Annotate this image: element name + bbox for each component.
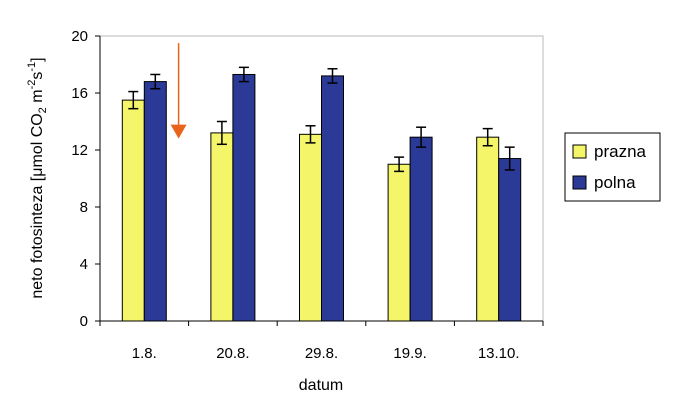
- y-axis-title-part: neto fotosinteza [μmol CO: [29, 113, 46, 298]
- y-axis-title-part: m: [29, 89, 46, 107]
- x-tick-label: 19.9.: [393, 345, 426, 362]
- x-tick-label: 29.8.: [305, 345, 338, 362]
- legend-swatch-polna: [572, 175, 587, 190]
- y-axis-title-sup: -1: [26, 62, 38, 72]
- bar-polna: [321, 75, 344, 322]
- x-ticks: 1.8. 20.8. 29.8. 19.9. 13.10.: [99, 321, 544, 362]
- bars: [121, 66, 522, 322]
- y-tick-label: 20: [71, 28, 88, 45]
- y-axis-title-sup: -2: [26, 80, 38, 90]
- x-tick-label: 20.8.: [216, 345, 249, 362]
- bar-prazna: [299, 133, 322, 322]
- bar-polna: [143, 81, 167, 322]
- x-axis-title: datum: [299, 377, 343, 394]
- y-tick-label: 16: [71, 85, 88, 102]
- y-axis-title: neto fotosinteza [μmol CO2 m-2s-1]: [26, 57, 49, 298]
- bar-prazna: [121, 99, 145, 322]
- y-tick-label: 12: [71, 142, 88, 159]
- y-ticks: 0 4 8 12 16 20: [71, 28, 100, 330]
- y-axis-title-sub: 2: [37, 107, 49, 113]
- legend-swatch-prazna: [572, 144, 587, 159]
- bar-prazna: [387, 163, 411, 322]
- bar-polna: [232, 73, 256, 322]
- x-tick-label: 1.8.: [132, 345, 157, 362]
- y-tick-label: 8: [80, 199, 88, 216]
- bar-prazna: [476, 136, 500, 322]
- x-tick-label: 13.10.: [478, 345, 520, 362]
- bar-polna: [498, 158, 522, 322]
- legend-label-prazna: prazna: [594, 142, 647, 161]
- bar-prazna: [210, 132, 234, 322]
- y-axis-title-part: s: [29, 72, 46, 80]
- legend-label-polna: polna: [594, 173, 636, 192]
- arrow-head: [170, 124, 187, 139]
- y-tick-label: 0: [80, 313, 88, 330]
- y-axis-title-part: ]: [29, 57, 46, 61]
- bar-polna: [409, 136, 433, 322]
- legend-box: [564, 132, 661, 202]
- y-tick-label: 4: [80, 256, 88, 273]
- annotation-arrow: [170, 43, 187, 139]
- legend: prazna polna: [564, 132, 661, 202]
